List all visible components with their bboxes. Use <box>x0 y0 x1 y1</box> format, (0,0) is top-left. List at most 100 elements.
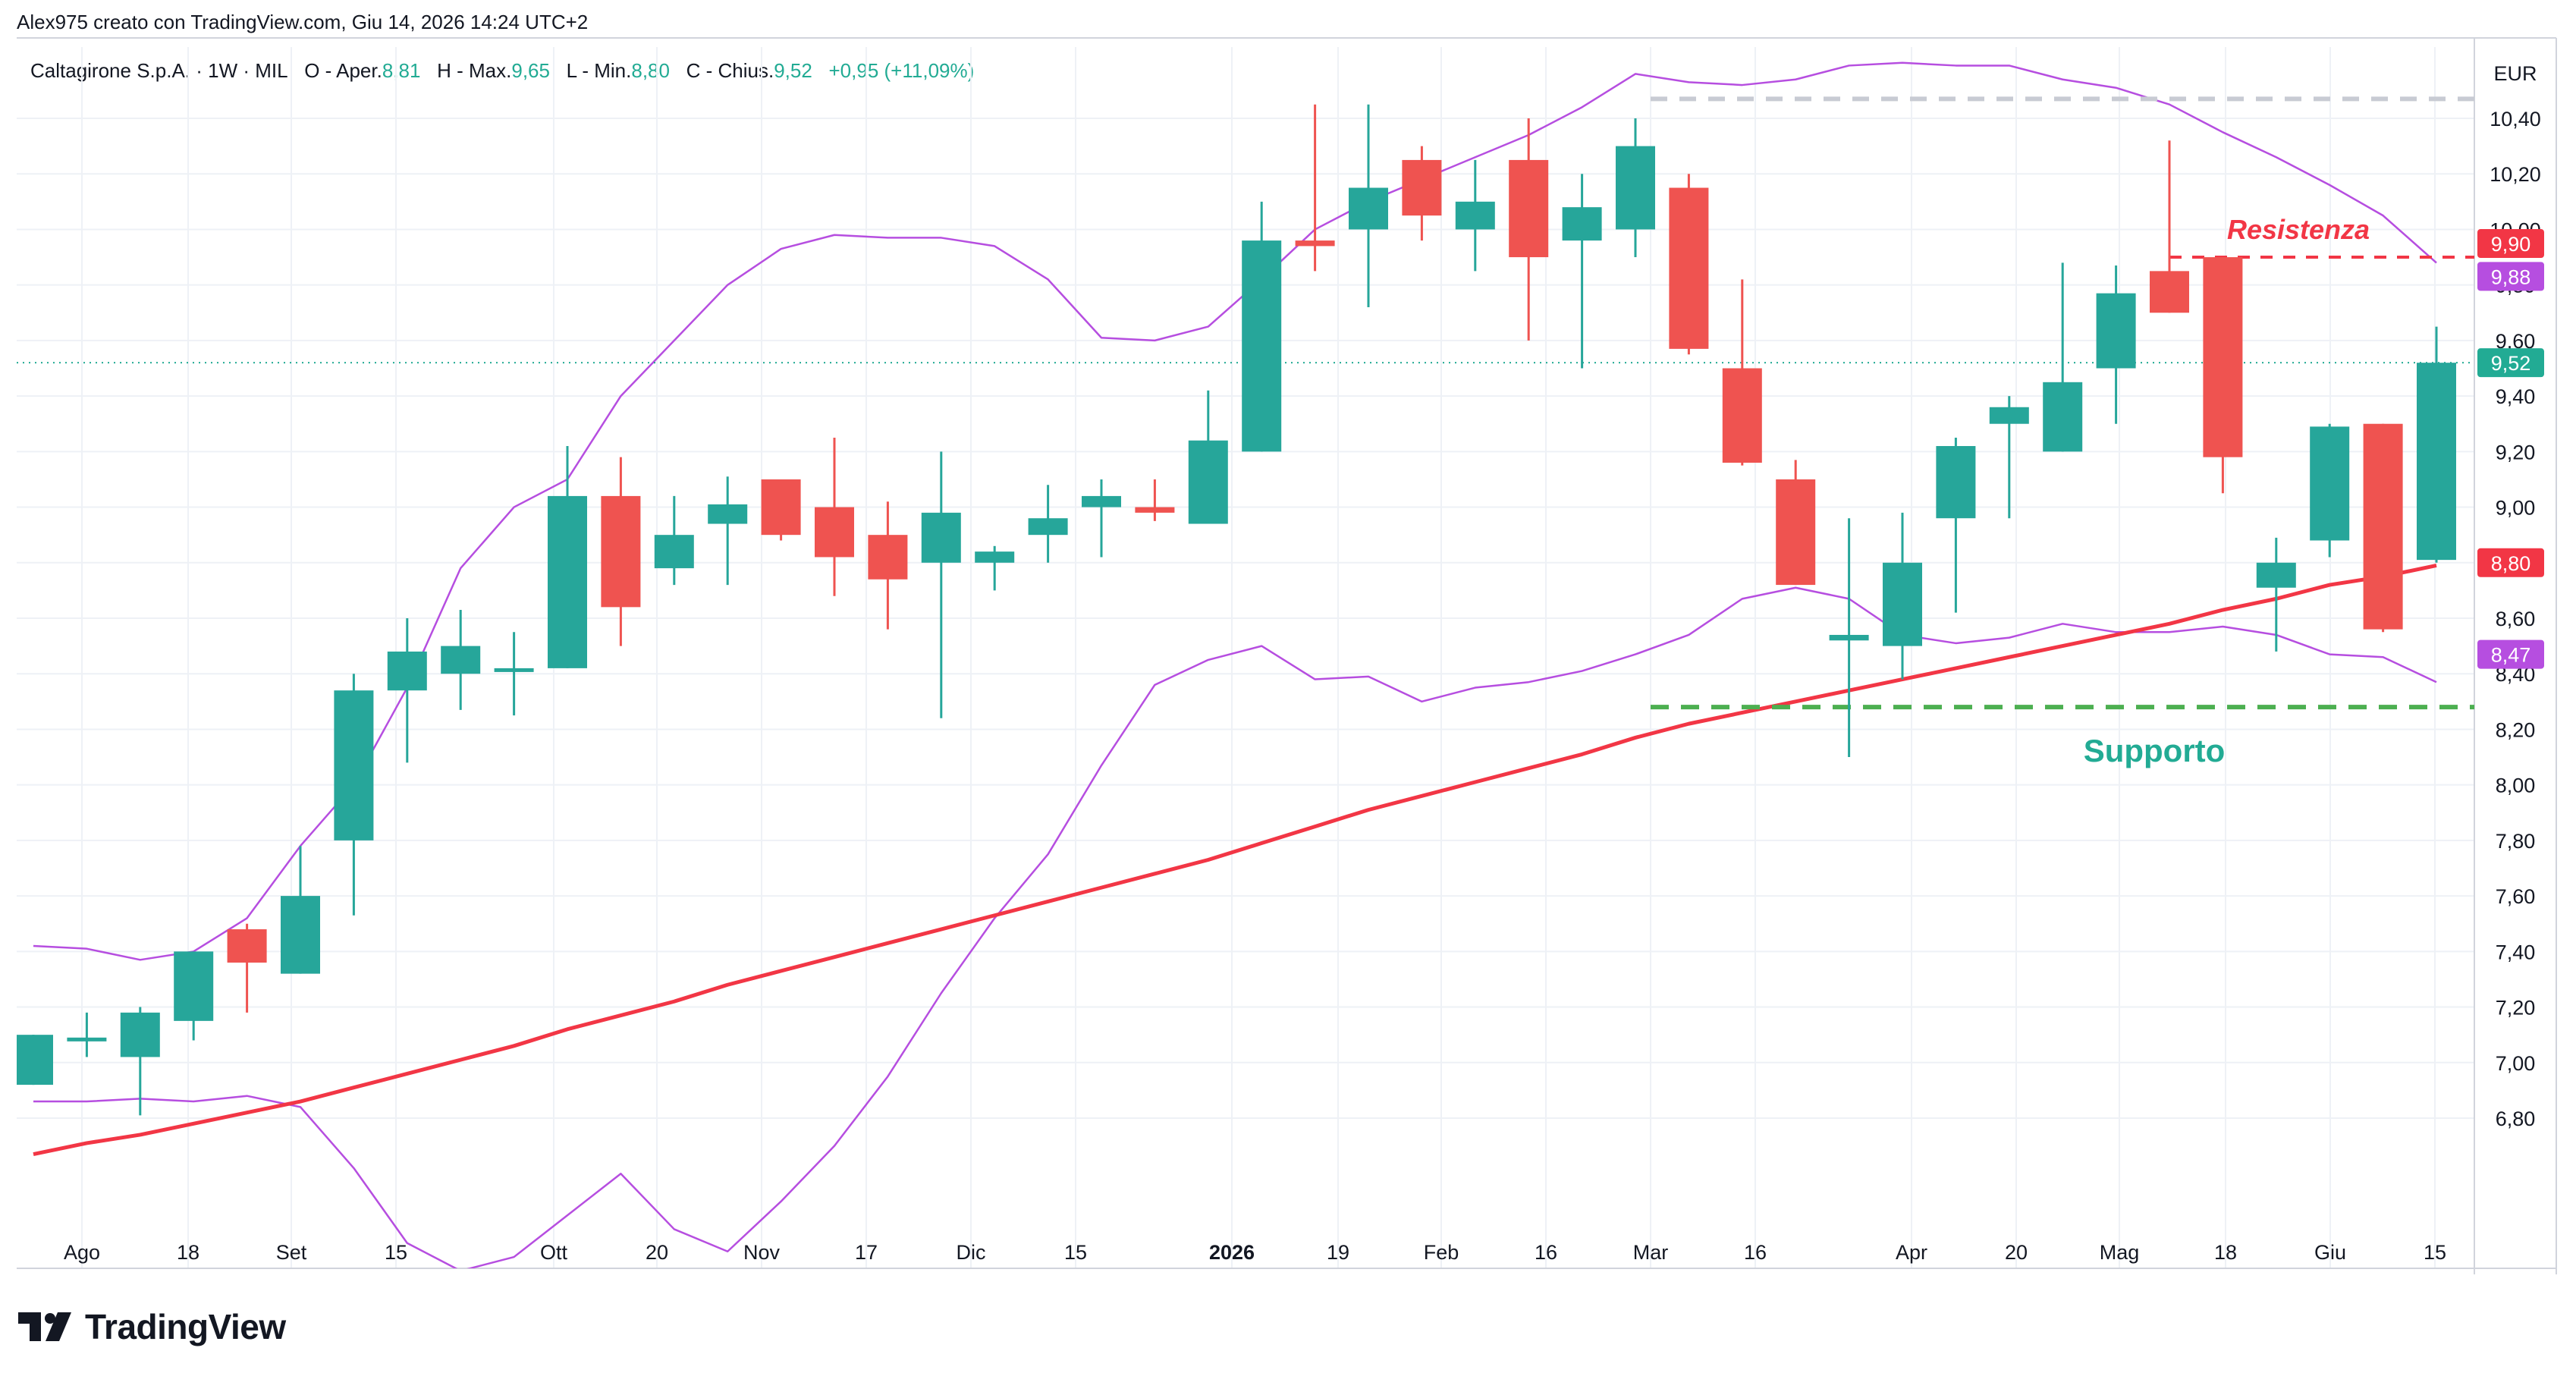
candle[interactable] <box>1669 174 1709 355</box>
price-tick-label: 7,40 <box>2496 941 2536 963</box>
candle[interactable] <box>708 476 748 586</box>
bullish-candle-body <box>2043 382 2083 452</box>
candle[interactable] <box>1242 201 1282 452</box>
candle[interactable] <box>2150 140 2189 313</box>
brand-name: TradingView <box>85 1307 286 1346</box>
time-tick-label: 18 <box>177 1241 199 1264</box>
price-tag: 9,90 <box>2477 229 2544 259</box>
bullish-candle-body <box>2417 363 2456 561</box>
candle[interactable] <box>1829 518 1869 758</box>
upper-band-line <box>33 61 2437 961</box>
candle[interactable] <box>1349 104 1388 307</box>
candle[interactable] <box>1135 479 1175 521</box>
candle[interactable] <box>174 951 214 1041</box>
candle[interactable] <box>227 923 267 1013</box>
candle[interactable] <box>281 846 320 974</box>
price-tag-label: 8,47 <box>2491 644 2531 667</box>
candle[interactable] <box>1455 159 1495 272</box>
bullish-candle-body <box>1028 518 1068 536</box>
high-value: 9,65 <box>511 59 550 82</box>
low-value: 8,80 <box>631 59 670 82</box>
bullish-candle-body <box>708 504 748 524</box>
bullish-candle-body <box>548 495 587 668</box>
bearish-candle-body <box>2203 257 2243 457</box>
candle[interactable] <box>67 1012 107 1057</box>
candle[interactable] <box>868 501 908 630</box>
bullish-candle-body <box>2096 293 2136 369</box>
candle[interactable] <box>1082 479 1121 558</box>
time-tick-label: 19 <box>1327 1241 1349 1264</box>
symbol-name[interactable]: Caltagirone S.p.A. · 1W · MIL <box>30 59 288 82</box>
time-tick-label: Set <box>276 1241 307 1264</box>
time-tick-label: 18 <box>2214 1241 2237 1264</box>
low-label: L - Min. <box>566 59 632 82</box>
candle[interactable] <box>14 1035 53 1086</box>
candle[interactable] <box>441 610 481 710</box>
candle[interactable] <box>1776 460 1816 586</box>
candle[interactable] <box>2417 326 2456 563</box>
bullish-candle-body <box>921 512 961 563</box>
bullish-candle-body <box>1989 407 2029 424</box>
tradingview-logo-icon <box>18 1312 71 1341</box>
candle[interactable] <box>1936 438 1976 613</box>
price-tick-label: 10,40 <box>2490 108 2541 130</box>
candle[interactable] <box>1616 118 1655 258</box>
candle[interactable] <box>1722 279 1762 466</box>
chart-caption: Alex975 creato con TradingView.com, Giu … <box>17 11 589 33</box>
price-tick-label: 7,80 <box>2496 830 2536 853</box>
lower-band-line <box>33 586 2437 1268</box>
candle[interactable] <box>761 479 801 541</box>
bullish-candle-body <box>2310 426 2350 541</box>
candle[interactable] <box>1028 485 1068 563</box>
candle[interactable] <box>1562 174 1602 369</box>
bullish-candle-body <box>334 690 374 840</box>
bearish-candle-body <box>227 929 267 963</box>
grid <box>17 47 2474 1268</box>
candle[interactable] <box>2310 423 2350 558</box>
candle[interactable] <box>815 438 854 596</box>
bearish-candle-body <box>1509 159 1549 258</box>
price-tick-label: 10,20 <box>2490 163 2541 186</box>
plot-area <box>14 61 2474 1268</box>
close-value: 9,52 <box>774 59 812 82</box>
candle[interactable] <box>387 618 427 763</box>
price-tick-label: 6,80 <box>2496 1108 2536 1130</box>
candle[interactable] <box>2203 257 2243 494</box>
bullish-candle-body <box>67 1037 107 1042</box>
tradingview-logo[interactable]: TradingView <box>18 1306 286 1347</box>
price-tag-bg <box>2477 229 2544 259</box>
close-label: C - Chius. <box>686 59 774 82</box>
bullish-candle-body <box>2256 562 2296 588</box>
candle[interactable] <box>2256 537 2296 652</box>
price-tag-bg <box>2477 548 2544 577</box>
candle[interactable] <box>2363 423 2403 633</box>
candle[interactable] <box>921 451 961 718</box>
time-axis[interactable]: Ago 18 Set 15 Ott 20 Nov 17 Dic 15 2026 19 Feb 16 Mar 1… <box>64 1241 2446 1264</box>
candle[interactable] <box>120 1007 160 1116</box>
time-tick-label: Feb <box>1424 1241 1459 1264</box>
candle[interactable] <box>1509 118 1549 341</box>
candle[interactable] <box>1989 396 2029 519</box>
price-axis[interactable]: 6,807,007,207,407,607,808,008,208,408,60… <box>2477 62 2544 1130</box>
price-tag-bg <box>2477 348 2544 378</box>
time-tick-label: Ago <box>64 1241 100 1264</box>
candle[interactable] <box>1188 390 1228 524</box>
bearish-candle-body <box>2150 271 2189 313</box>
candle[interactable] <box>1883 512 1922 680</box>
candle[interactable] <box>548 446 587 668</box>
candle[interactable] <box>494 632 534 716</box>
candle[interactable] <box>334 674 374 916</box>
time-tick-label: Ott <box>540 1241 568 1264</box>
candle[interactable] <box>1402 146 1442 241</box>
resistance-label: Resistenza <box>2227 214 2370 245</box>
time-tick-label: Giu <box>2314 1241 2346 1264</box>
candle[interactable] <box>601 457 641 646</box>
candle[interactable] <box>2043 262 2083 452</box>
candle[interactable] <box>1295 104 1335 272</box>
candle[interactable] <box>654 495 694 586</box>
candle[interactable] <box>975 545 1015 591</box>
candle[interactable] <box>2096 265 2136 424</box>
price-tag-bg <box>2477 639 2544 669</box>
change-value: +0,95 (+11,09%) <box>828 59 975 82</box>
